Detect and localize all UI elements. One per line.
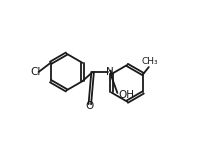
Text: OH: OH bbox=[118, 90, 134, 100]
Text: Cl: Cl bbox=[30, 67, 41, 77]
Text: CH₃: CH₃ bbox=[141, 57, 158, 66]
Text: N: N bbox=[106, 67, 113, 77]
Text: O: O bbox=[86, 101, 94, 111]
